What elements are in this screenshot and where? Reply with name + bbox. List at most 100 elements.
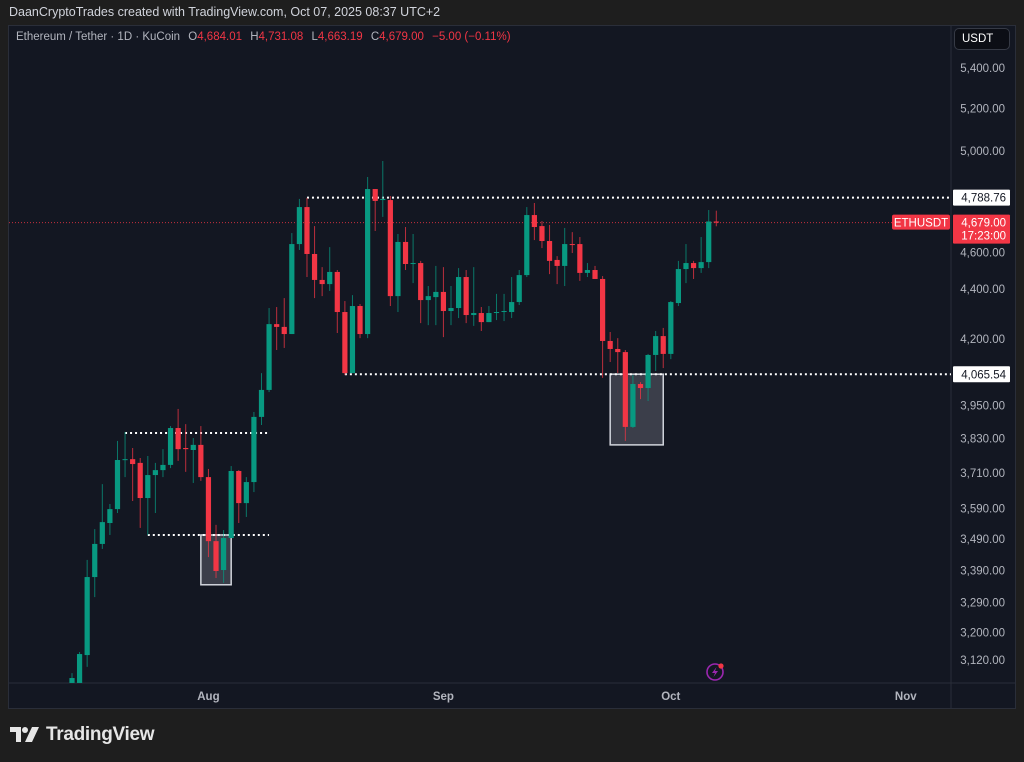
candle-down[interactable] (137, 458, 143, 528)
candle-up[interactable] (258, 373, 265, 425)
candle-up[interactable] (501, 293, 507, 322)
candle-up[interactable] (160, 449, 166, 478)
candle-down[interactable] (418, 260, 424, 324)
candle-down[interactable] (357, 304, 363, 339)
candle-up[interactable] (122, 431, 128, 478)
candle-up[interactable] (84, 559, 90, 667)
candle-down[interactable] (372, 189, 378, 231)
candle-up[interactable] (675, 260, 681, 307)
candle-down[interactable] (198, 426, 204, 481)
candle-up[interactable] (107, 503, 113, 535)
candle-down[interactable] (183, 424, 189, 472)
time-axis[interactable]: Aug Sep Oct Nov (197, 691, 917, 703)
candle-down[interactable] (690, 260, 697, 279)
candle-down[interactable] (531, 202, 537, 241)
candle-up[interactable] (266, 308, 272, 393)
candle-down[interactable] (539, 221, 545, 249)
candle-down[interactable] (319, 267, 325, 297)
plot-area[interactable] (9, 161, 951, 690)
candle-up[interactable] (486, 306, 492, 323)
candle-up[interactable] (493, 293, 500, 321)
candle-up[interactable] (683, 244, 689, 284)
candle-down[interactable] (592, 265, 598, 279)
candle-down[interactable] (205, 468, 212, 558)
candle-up[interactable] (471, 267, 477, 326)
candle-up[interactable] (509, 277, 515, 319)
symbol-title[interactable]: Ethereum / Tether · 1D · KuCoin (16, 31, 181, 43)
candle-up[interactable] (167, 426, 174, 469)
candle-up[interactable] (152, 462, 158, 514)
candle-down[interactable] (463, 270, 469, 324)
candle-down[interactable] (554, 256, 560, 285)
candle-down[interactable] (236, 470, 242, 524)
lightning-alert-icon[interactable] (706, 663, 724, 681)
candle-down[interactable] (607, 331, 613, 363)
candle-down[interactable] (175, 408, 181, 461)
candle-up[interactable] (228, 466, 234, 539)
candle-up[interactable] (190, 438, 196, 483)
candle-down[interactable] (304, 198, 310, 278)
candle-down[interactable] (387, 195, 393, 307)
candle-up[interactable] (630, 374, 636, 429)
candle-up[interactable] (584, 263, 591, 278)
highlight-box[interactable] (609, 373, 664, 446)
candle-down[interactable] (546, 224, 553, 275)
candle-up[interactable] (289, 233, 295, 335)
candle-up[interactable] (524, 207, 530, 278)
candle-up[interactable] (455, 268, 462, 319)
candle-body (554, 259, 560, 266)
candle-down[interactable] (130, 448, 136, 502)
tradingview-logo[interactable]: TradingView (10, 724, 155, 746)
candle-down[interactable] (274, 307, 280, 351)
candle-body (546, 241, 553, 261)
candle-body (471, 313, 477, 316)
candle-up[interactable] (327, 247, 333, 291)
candle-down[interactable] (577, 237, 583, 281)
candle-up[interactable] (243, 477, 249, 517)
candle-down[interactable] (402, 227, 409, 271)
candle-up[interactable] (114, 440, 121, 514)
candle-up[interactable] (433, 265, 439, 326)
candle-up[interactable] (69, 673, 75, 690)
candle-body (69, 678, 75, 683)
candle-down[interactable] (311, 226, 318, 299)
candle-up[interactable] (92, 529, 98, 598)
candle-down[interactable] (660, 327, 666, 369)
candle-down[interactable] (213, 524, 219, 579)
chart-panel[interactable] (8, 25, 1016, 709)
candle-up[interactable] (410, 233, 416, 284)
candle-up[interactable] (448, 286, 454, 326)
candle-up[interactable] (296, 198, 302, 250)
candle-up[interactable] (395, 233, 401, 313)
candle-up[interactable] (145, 455, 151, 535)
candle-up[interactable] (706, 210, 712, 269)
candle-down[interactable] (615, 338, 621, 374)
candle-down[interactable] (281, 298, 287, 348)
candle-up[interactable] (653, 330, 659, 371)
candle-up[interactable] (76, 651, 83, 690)
candle-up[interactable] (221, 530, 227, 583)
currency-button[interactable]: USDT (954, 28, 1010, 50)
candle-up[interactable] (380, 161, 386, 217)
candle-down[interactable] (478, 307, 484, 331)
candle-up[interactable] (99, 484, 105, 549)
candle-up[interactable] (645, 353, 651, 402)
candle-down[interactable] (637, 382, 644, 400)
price-axis[interactable]: 5,400.00 5,200.00 5,000.00 4,600.00 4,400.00… (960, 63, 1005, 667)
candle-up[interactable] (365, 177, 371, 339)
candle-up[interactable] (425, 286, 431, 326)
candle-down[interactable] (334, 270, 340, 334)
candle-down[interactable] (440, 267, 447, 338)
candle-up[interactable] (698, 237, 704, 273)
candle-down[interactable] (569, 232, 575, 254)
candle-up[interactable] (668, 301, 674, 360)
candle-down[interactable] (342, 301, 348, 375)
candle-up[interactable] (516, 270, 522, 306)
candle-down[interactable] (600, 276, 606, 378)
candle-up[interactable] (349, 295, 356, 374)
candle-down[interactable] (713, 210, 719, 227)
candle-up[interactable] (562, 227, 568, 287)
candle-down[interactable] (622, 350, 628, 441)
candle-up[interactable] (251, 411, 257, 493)
